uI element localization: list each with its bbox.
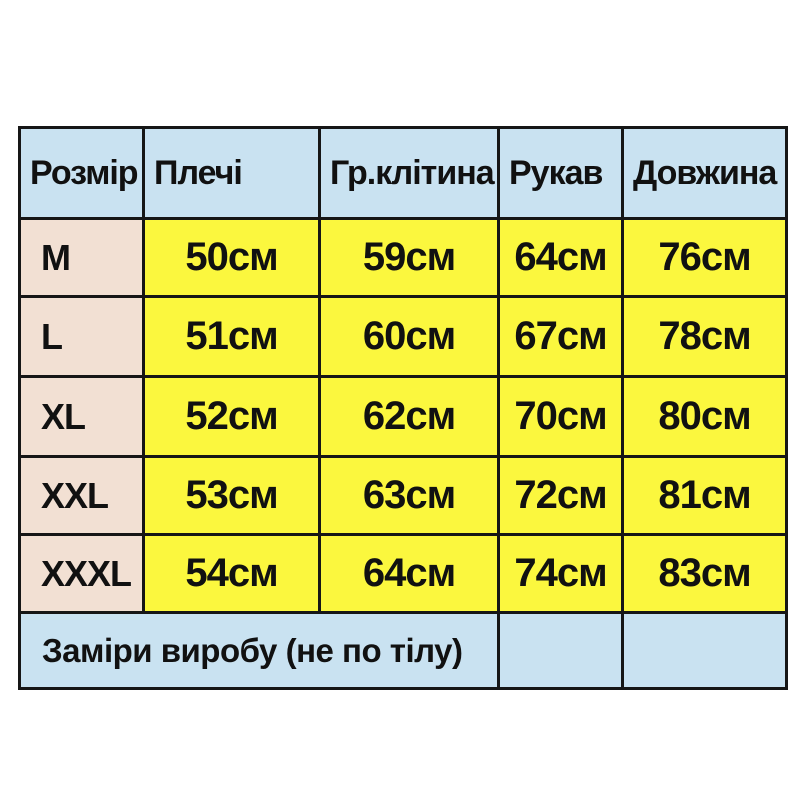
column-header-length: Довжина [621,126,788,220]
value-cell: 80см [621,375,788,458]
value-cell: 59см [318,217,500,298]
table-row-l: L 51см 60см 67см 78см [18,295,788,378]
value-cell: 67см [497,295,624,378]
size-cell: XXXL [18,533,145,614]
value-cell: 51см [142,295,321,378]
size-cell: L [18,295,145,378]
value-cell: 83см [621,533,788,614]
value-cell: 72см [497,455,624,536]
size-cell: XL [18,375,145,458]
table-row-xxxl: XXXL 54см 64см 74см 83см [18,533,788,614]
value-cell: 76см [621,217,788,298]
column-header-sleeve: Рукав [497,126,624,220]
value-cell: 60см [318,295,500,378]
value-cell: 74см [497,533,624,614]
value-cell: 78см [621,295,788,378]
footer-row: Заміри виробу (не по тілу) [18,611,788,690]
size-cell: M [18,217,145,298]
value-cell: 50см [142,217,321,298]
value-cell: 81см [621,455,788,536]
value-cell: 62см [318,375,500,458]
footer-note-cell: Заміри виробу (не по тілу) [18,611,500,690]
value-cell: 52см [142,375,321,458]
column-header-shoulders: Плечі [142,126,321,220]
size-cell: XXL [18,455,145,536]
value-cell: 63см [318,455,500,536]
table-row-xxl: XXL 53см 63см 72см 81см [18,455,788,536]
value-cell: 54см [142,533,321,614]
header-row: Розмір Плечі Гр.клітина Рукав Довжина [18,126,788,220]
value-cell: 64см [318,533,500,614]
footer-empty-cell [621,611,788,690]
value-cell: 64см [497,217,624,298]
value-cell: 70см [497,375,624,458]
footer-empty-cell [497,611,624,690]
column-header-size: Розмір [18,126,145,220]
table-row-m: M 50см 59см 64см 76см [18,217,788,298]
size-chart-table: Розмір Плечі Гр.клітина Рукав Довжина M … [18,126,788,690]
value-cell: 53см [142,455,321,536]
table-row-xl: XL 52см 62см 70см 80см [18,375,788,458]
column-header-chest: Гр.клітина [318,126,500,220]
